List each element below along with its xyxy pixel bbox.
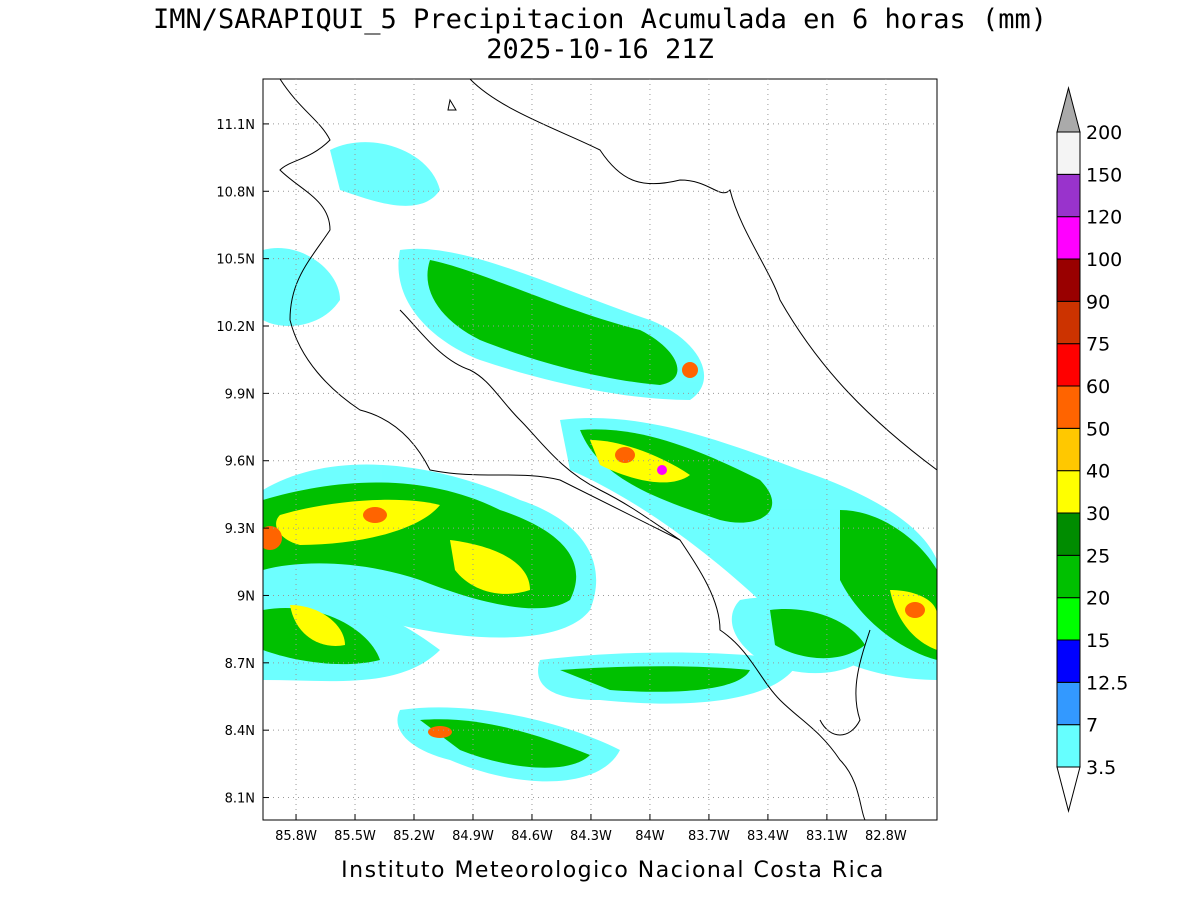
y-tick-label: 9.9N [225,387,255,402]
colorbar-label: 7 [1086,715,1098,737]
colorbar-label: 100 [1086,249,1122,271]
colorbar-bin [1056,258,1081,302]
y-tick-label: 11.1N [216,118,255,133]
x-tick-label: 83.4W [747,829,789,844]
colorbar-bin [1056,639,1081,683]
y-tick-label: 10.8N [216,185,255,200]
colorbar-label: 30 [1086,503,1110,525]
x-tick-label: 84W [635,829,665,844]
x-tick-label: 84.9W [452,829,494,844]
colorbar-label: 20 [1086,588,1110,610]
colorbar-bin [1056,216,1081,260]
colorbar-label: 40 [1086,461,1110,483]
x-tick-label: 85.8W [275,829,317,844]
y-tick-label: 9N [237,589,255,604]
colorbar-label: 150 [1086,164,1122,186]
precip-field [263,142,937,782]
colorbar-label: 25 [1086,545,1110,567]
colorbar-bin [1056,512,1081,556]
colorbar-under [1056,766,1081,813]
colorbar-bin [1056,681,1081,726]
colorbar-label: 200 [1086,122,1122,144]
x-tick-label: 83.7W [688,829,730,844]
colorbar-bin [1056,427,1081,472]
colorbar-label: 60 [1086,376,1110,398]
colorbar-label: 3.5 [1086,757,1116,779]
title: IMN/SARAPIQUI_5 Precipitacion Acumulada … [153,4,1047,35]
colorbar-bin [1056,385,1081,429]
plot-frame [262,78,938,821]
x-tick-label: 85.2W [393,829,435,844]
y-tick-label: 10.2N [216,320,255,335]
colorbar-label: 15 [1086,630,1110,652]
y-tick-label: 9.3N [225,522,255,537]
colorbar-label: 90 [1086,291,1110,313]
subtitle: 2025-10-16 21Z [486,34,714,65]
colorbar-bin [1056,131,1081,175]
x-tick-label: 84.3W [570,829,612,844]
coastline [279,79,937,820]
y-tick-label: 8.7N [225,657,255,672]
y-tick-label: 8.1N [225,792,255,807]
colorbar-label: 120 [1086,207,1122,229]
footer: Instituto Meteorologico Nacional Costa R… [341,858,885,883]
colorbar-label: 12.5 [1086,672,1128,694]
colorbar-bin [1056,597,1081,641]
x-tick-label: 85.5W [334,829,376,844]
colorbar-over [1056,86,1081,133]
colorbar-bin [1056,724,1081,768]
colorbar-label: 75 [1086,334,1110,356]
x-tick-label: 82.8W [865,829,907,844]
y-tick-label: 8.4N [225,724,255,739]
y-tick-label: 10.5N [216,253,255,268]
colorbar-bin [1056,554,1081,599]
colorbar-bin [1056,470,1081,514]
x-tick-label: 83.1W [806,829,848,844]
colorbar-bin [1056,300,1081,345]
y-tick-label: 9.6N [225,455,255,470]
x-tick-label: 84.6W [511,829,553,844]
colorbar-bin [1056,343,1081,387]
colorbar-label: 50 [1086,418,1110,440]
colorbar-bin [1056,173,1081,218]
